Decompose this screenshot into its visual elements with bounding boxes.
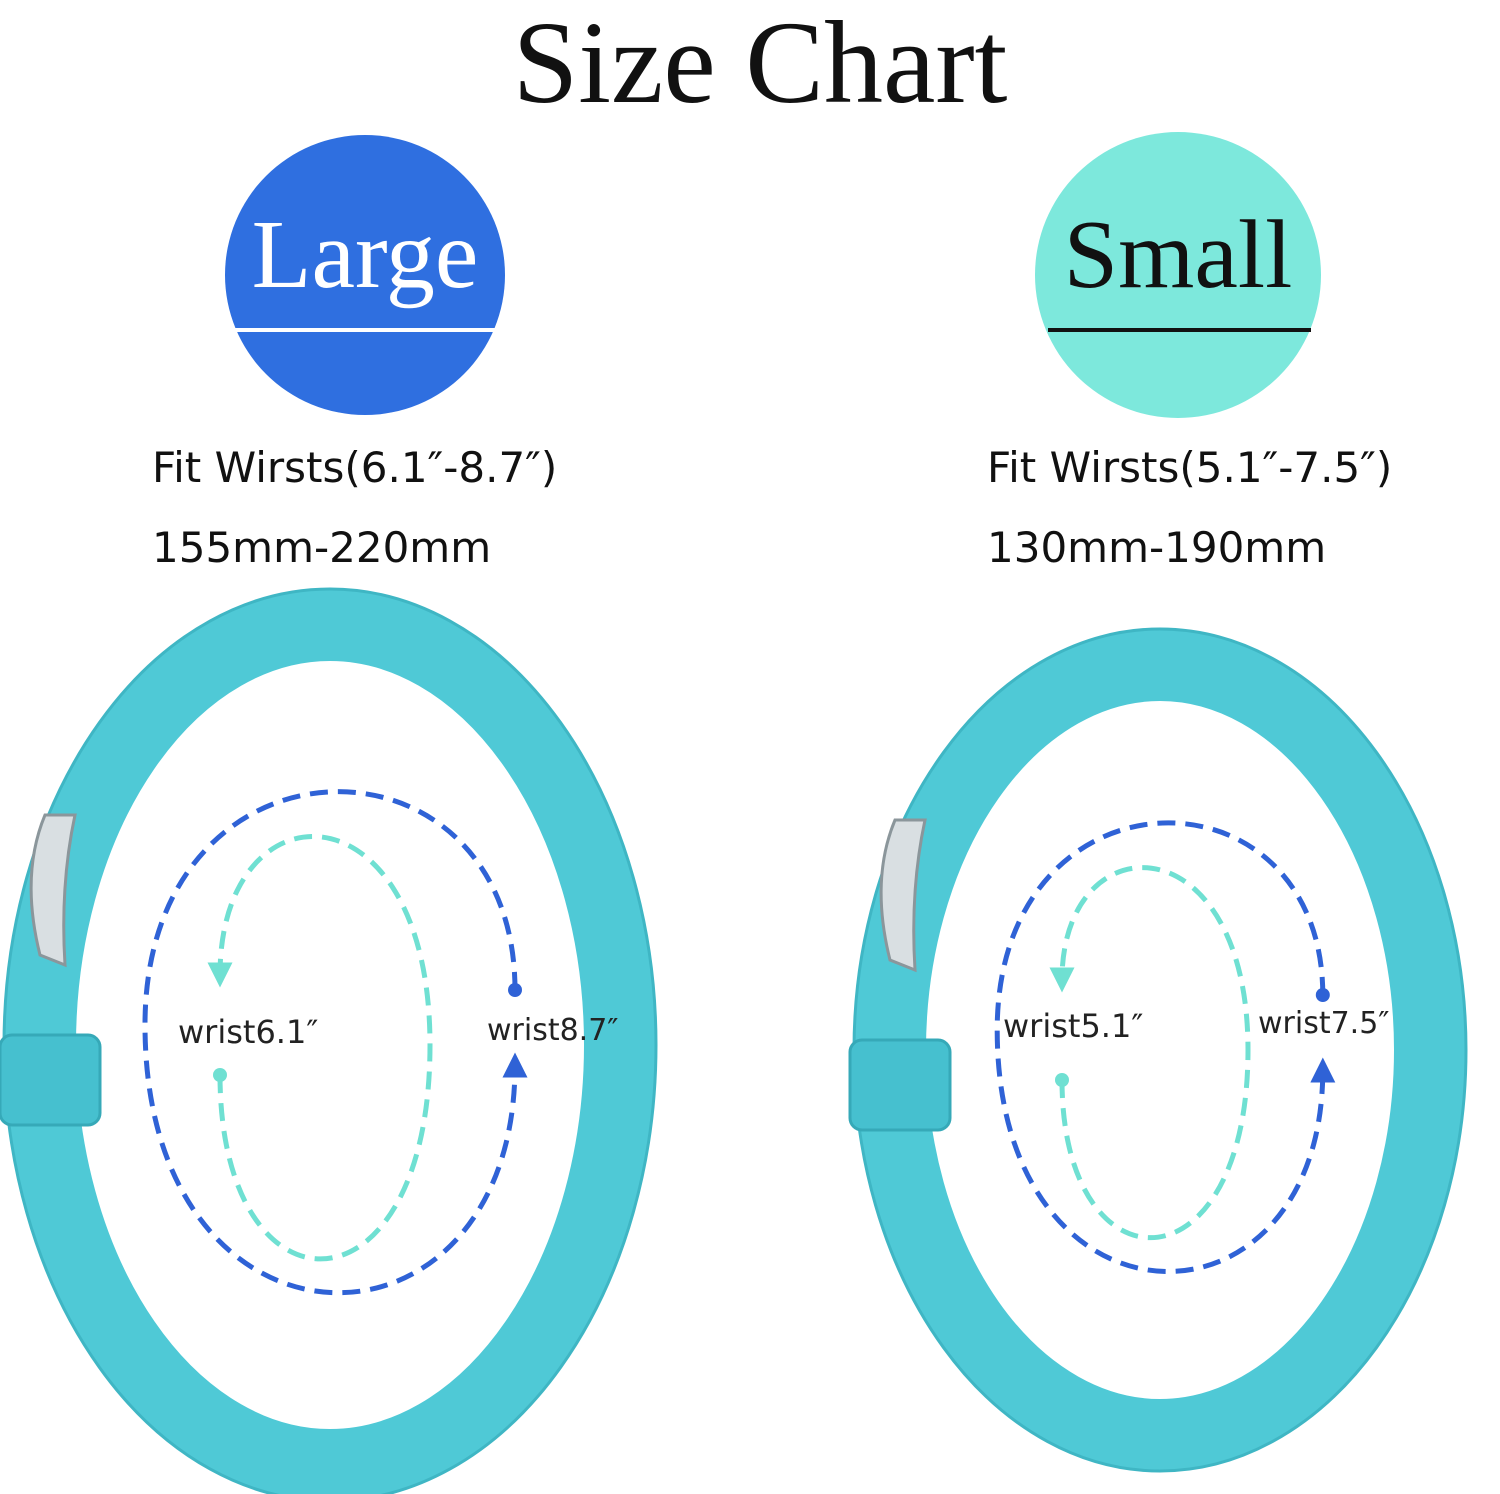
mm-text: 155mm-220mm [152,523,491,572]
inner-label: wrist5.1″ [1003,1007,1143,1045]
size-label: Large [252,201,479,309]
inner-dash [207,834,433,1262]
title: Size Chart [513,0,1008,128]
outer-dash [142,789,528,1296]
size-badge [1035,132,1321,418]
size-label: Small [1064,201,1293,309]
inner-label: wrist6.1″ [178,1013,318,1051]
fit-text: Fit Wirsts(5.1″-7.5″) [987,443,1392,492]
band [854,629,1466,1471]
buckle [29,813,77,968]
strap-keeper [848,1038,952,1132]
mm-text: 130mm-190mm [987,523,1326,572]
fit-text: Fit Wirsts(6.1″-8.7″) [152,443,557,492]
outer-label: wrist8.7″ [487,1013,619,1048]
inner-dot [213,1068,227,1082]
outer-dot [1315,988,1330,1002]
buckle [879,818,927,973]
outer-dash [994,820,1336,1274]
strap-keeper [0,1033,102,1127]
inner-dot [1055,1073,1069,1087]
inner-dash [1049,865,1251,1240]
outer-label: wrist7.5″ [1258,1006,1390,1041]
outer-dot [508,983,522,997]
size-badge [225,135,505,415]
